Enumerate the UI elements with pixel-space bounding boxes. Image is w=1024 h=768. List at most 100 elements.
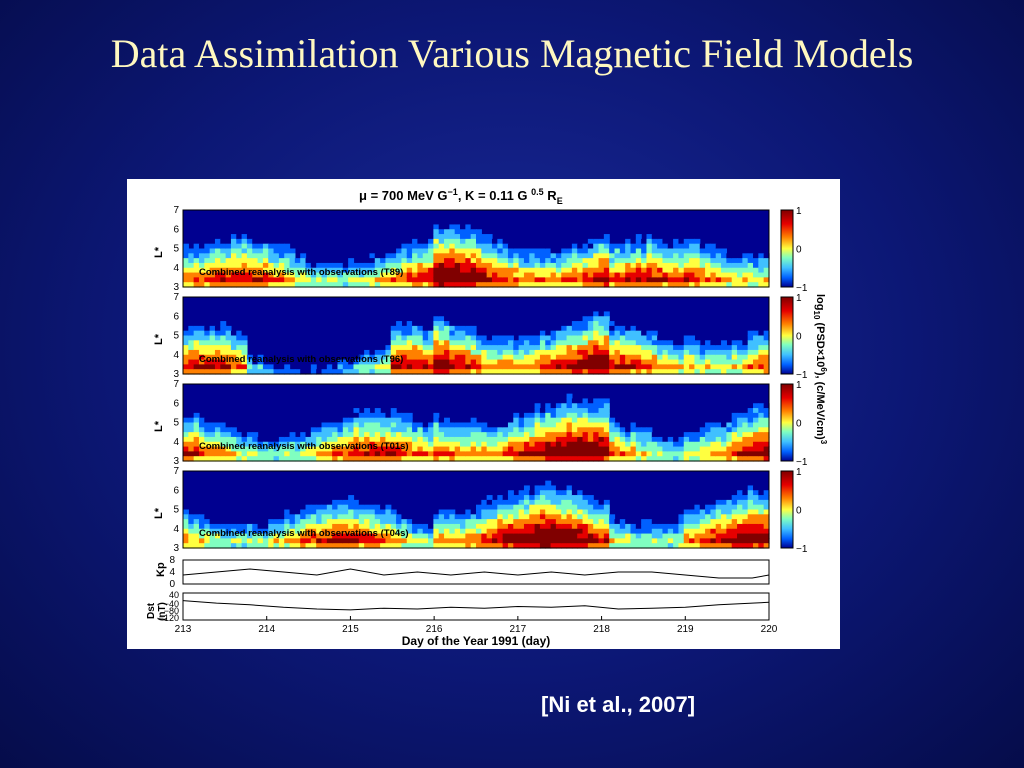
heatmap-cell bbox=[667, 262, 674, 269]
heatmap-cell bbox=[587, 330, 594, 337]
heatmap-cell bbox=[460, 349, 466, 356]
heatmap-cell bbox=[529, 543, 536, 549]
heatmap-cell bbox=[582, 495, 589, 501]
heatmap-cell bbox=[422, 282, 429, 288]
heatmap-cell bbox=[598, 446, 605, 452]
heatmap-cell bbox=[273, 451, 280, 457]
heatmap-cell bbox=[577, 258, 584, 264]
heatmap-cell bbox=[742, 446, 749, 452]
heatmap-cell bbox=[326, 282, 333, 288]
heatmap-cell bbox=[635, 325, 642, 332]
heatmap-cell bbox=[438, 417, 445, 424]
heatmap-cell bbox=[523, 267, 530, 274]
heatmap-cell bbox=[326, 499, 333, 506]
heatmap-cell bbox=[598, 398, 605, 404]
heatmap-cell bbox=[246, 258, 253, 264]
heatmap-cell bbox=[209, 519, 216, 525]
heatmap-cell bbox=[571, 258, 578, 264]
heatmap-cell bbox=[214, 262, 221, 269]
heatmap-cell bbox=[555, 509, 562, 515]
heatmap-cell bbox=[401, 325, 408, 332]
heatmap-cell bbox=[603, 243, 610, 250]
heatmap-cell bbox=[422, 349, 429, 356]
heatmap-cell bbox=[753, 451, 759, 457]
heatmap-cell bbox=[353, 267, 360, 274]
heatmap-cell bbox=[683, 441, 690, 448]
heatmap-cell bbox=[481, 533, 488, 539]
heatmap-cell bbox=[449, 330, 456, 337]
heatmap-cell bbox=[369, 427, 376, 433]
heatmap-cell bbox=[342, 509, 349, 515]
heatmap-cell bbox=[364, 267, 371, 274]
heatmap-cell bbox=[412, 432, 418, 438]
heatmap-cell bbox=[635, 441, 642, 448]
heatmap-cell bbox=[587, 243, 594, 250]
heatmap-cell bbox=[593, 369, 600, 375]
heatmap-cell bbox=[518, 543, 525, 549]
heatmap-cell bbox=[433, 543, 440, 549]
heatmap-cell bbox=[369, 272, 376, 278]
heatmap-cell bbox=[502, 238, 509, 245]
x-tick-label: 218 bbox=[593, 624, 610, 635]
heatmap-cell bbox=[566, 451, 573, 457]
heatmap-cell bbox=[220, 277, 227, 283]
heatmap-cell bbox=[646, 330, 653, 337]
heatmap-cell bbox=[603, 234, 610, 240]
heatmap-cell bbox=[763, 330, 770, 337]
heatmap-cell bbox=[268, 369, 275, 375]
heatmap-cell bbox=[593, 519, 600, 525]
heatmap-cell bbox=[220, 538, 227, 544]
heatmap-cell bbox=[555, 538, 562, 544]
heatmap-cell bbox=[667, 369, 674, 375]
heatmap-cell bbox=[646, 359, 653, 365]
heatmap-cell bbox=[603, 354, 610, 361]
heatmap-cell bbox=[699, 538, 706, 544]
heatmap-cell bbox=[763, 528, 770, 535]
heatmap-cell bbox=[364, 282, 371, 288]
heatmap-cell bbox=[300, 538, 307, 544]
heatmap-cell bbox=[321, 282, 328, 288]
heatmap-cell bbox=[476, 340, 482, 346]
heatmap-cell bbox=[523, 456, 530, 462]
heatmap-cell bbox=[753, 272, 759, 278]
heatmap-cell bbox=[486, 345, 493, 351]
heatmap-cell bbox=[529, 359, 536, 365]
heatmap-cell bbox=[598, 330, 605, 337]
heatmap-cell bbox=[534, 412, 541, 419]
heatmap-cell bbox=[550, 403, 557, 409]
heatmap-cell bbox=[763, 495, 770, 501]
heatmap-cell bbox=[236, 330, 243, 337]
heatmap-cell bbox=[454, 277, 461, 283]
heatmap-cell bbox=[523, 417, 530, 424]
heatmap-cell bbox=[353, 262, 360, 269]
heatmap-cell bbox=[635, 330, 642, 337]
heatmap-cell bbox=[236, 446, 243, 452]
heatmap-cell bbox=[460, 330, 466, 337]
heatmap-cell bbox=[534, 543, 541, 549]
heatmap-cell bbox=[598, 359, 605, 365]
heatmap-cell bbox=[630, 335, 637, 341]
heatmap-cell bbox=[428, 267, 434, 274]
heatmap-cell bbox=[603, 441, 610, 448]
heatmap-cell bbox=[587, 456, 594, 462]
heatmap-frame bbox=[182, 383, 770, 462]
heatmap-cell bbox=[225, 451, 232, 457]
heatmap-cell bbox=[401, 427, 408, 433]
heatmap-cell bbox=[454, 321, 461, 327]
heatmap-cell bbox=[593, 321, 600, 327]
colorbar-tick: 0 bbox=[796, 245, 802, 256]
heatmap-cell bbox=[587, 509, 594, 515]
heatmap-cell bbox=[609, 267, 616, 274]
heatmap-cell bbox=[593, 340, 600, 346]
colorbar-tick: 1 bbox=[796, 293, 802, 304]
heatmap-cell bbox=[715, 267, 722, 274]
heatmap-cell bbox=[422, 432, 429, 438]
heatmap-cell bbox=[545, 514, 552, 520]
heatmap-cell bbox=[380, 369, 387, 375]
heatmap-cell bbox=[497, 262, 504, 269]
heatmap-cell bbox=[609, 441, 616, 448]
heatmap-cell bbox=[374, 523, 381, 530]
heatmap-cell bbox=[598, 311, 605, 317]
heatmap-cell bbox=[705, 262, 711, 269]
heatmap-cell bbox=[252, 238, 259, 245]
